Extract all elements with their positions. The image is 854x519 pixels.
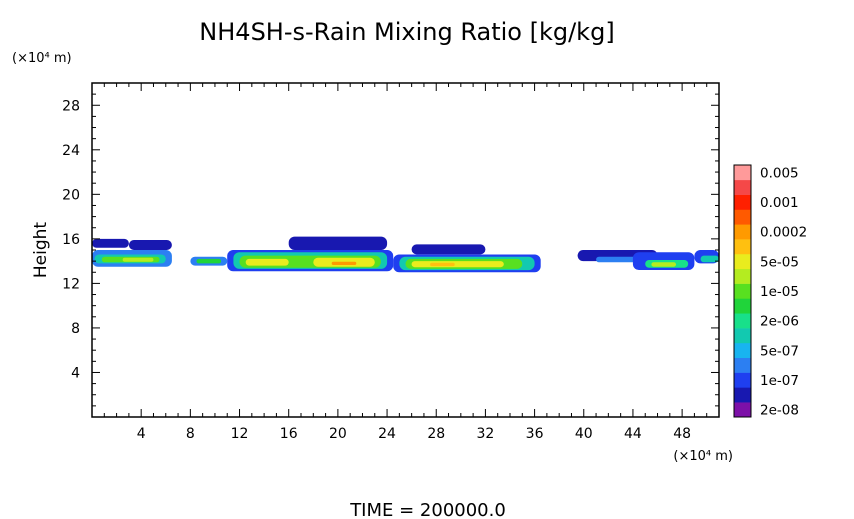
data-region	[92, 238, 129, 248]
legend-swatch	[734, 283, 751, 299]
legend-label: 2e-08	[760, 403, 799, 419]
legend-swatch	[734, 298, 751, 314]
y-tick-label: 24	[62, 143, 80, 159]
legend-swatch	[734, 342, 751, 358]
x-tick-label: 20	[329, 426, 347, 442]
chart-title: NH4SH-s-Rain Mixing Ratio [kg/kg]	[199, 18, 614, 46]
y-tick-label: 8	[71, 321, 80, 337]
data-region	[196, 258, 222, 264]
legend-swatch	[734, 194, 751, 210]
plot-frame	[91, 82, 720, 418]
legend-swatch	[734, 165, 751, 181]
x-tick-label: 24	[378, 426, 396, 442]
data-region	[411, 261, 504, 268]
y-tick-label: 12	[62, 276, 80, 292]
y-ticks: 4 8 12 16 20 24 28	[62, 93, 719, 407]
legend: 2e-08 1e-07 5e-07 2e-06 1e-05 5e-05 0.0002 0.00…	[733, 164, 807, 419]
x-tick-label: 16	[280, 426, 298, 442]
y-axis-unit: (×10⁴ m)	[12, 51, 72, 66]
x-axis-unit: (×10⁴ m)	[673, 449, 733, 464]
legend-swatch	[734, 209, 751, 225]
x-tick-label: 12	[231, 426, 249, 442]
legend-swatch	[734, 402, 751, 418]
legend-label: 5e-05	[760, 254, 799, 270]
legend-swatch	[734, 328, 751, 344]
legend-swatch	[734, 387, 751, 403]
y-tick-label: 28	[62, 98, 80, 114]
data-region	[430, 262, 455, 267]
y-tick-label: 20	[62, 187, 80, 203]
legend-swatch	[734, 239, 751, 255]
plot-regions	[92, 236, 719, 273]
x-ticks: 4 8 12 16 20 24 28 32 36 40 44 48	[103, 83, 708, 442]
y-tick-label: 4	[71, 365, 80, 381]
legend-swatch	[734, 179, 751, 195]
legend-swatch	[734, 268, 751, 284]
data-region	[596, 256, 640, 263]
legend-label: 0.0002	[760, 225, 807, 241]
legend-label: 5e-07	[760, 343, 799, 359]
x-tick-label: 48	[673, 426, 691, 442]
x-tick-label: 4	[137, 426, 146, 442]
data-region	[651, 262, 676, 267]
legend-swatch	[734, 357, 751, 373]
x-tick-label: 44	[624, 426, 642, 442]
x-tick-label: 8	[186, 426, 195, 442]
legend-swatch	[734, 224, 751, 240]
x-tick-label: 32	[476, 426, 494, 442]
legend-label: 0.005	[760, 165, 799, 181]
legend-frame	[733, 164, 752, 418]
legend-swatch	[734, 253, 751, 270]
data-region	[700, 255, 719, 263]
legend-swatch	[734, 372, 751, 388]
x-tick-label: 40	[575, 426, 593, 442]
legend-label: 1e-05	[760, 284, 799, 300]
data-region	[128, 240, 172, 250]
time-footer: TIME = 200000.0	[349, 500, 506, 519]
legend-label: 0.001	[760, 195, 799, 211]
data-region	[288, 236, 388, 250]
x-tick-label: 28	[427, 426, 445, 442]
data-region	[411, 244, 486, 255]
data-region	[331, 261, 357, 265]
x-tick-label: 36	[526, 426, 544, 442]
legend-swatch	[734, 313, 751, 329]
data-region	[122, 257, 154, 262]
legend-label: 1e-07	[760, 373, 799, 389]
y-axis-label: Height	[31, 222, 51, 279]
data-region	[245, 258, 289, 266]
legend-label: 2e-06	[760, 314, 799, 330]
y-tick-label: 16	[62, 232, 80, 248]
